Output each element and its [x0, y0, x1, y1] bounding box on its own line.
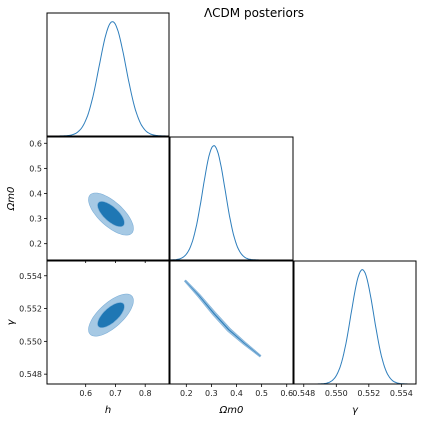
contour-68-h-gamma [97, 302, 125, 329]
x-tick-label: 0.7 [109, 389, 122, 398]
marginal-curve-h [47, 21, 169, 137]
x-axis-label-gamma: γ [352, 405, 359, 416]
x-tick-label: 0.3 [205, 389, 218, 398]
x-tick-label: 0.554 [390, 389, 413, 398]
x-tick-label: 0.6 [79, 389, 92, 398]
panel-h-gamma [46, 260, 170, 385]
contour-68-om-gamma [184, 279, 262, 357]
x-tick-label: 0.552 [357, 389, 380, 398]
y-tick-label: 0.548 [19, 370, 42, 379]
y-tick-label: 0.552 [19, 305, 42, 314]
y-tick-label: 0.3 [29, 215, 42, 224]
panel-h-om [46, 136, 170, 261]
chart-title: ΛCDM posteriors [204, 6, 304, 20]
x-axis-label-h: h [105, 405, 111, 416]
y-axis-label-om: Ωm0 [6, 187, 17, 212]
y-tick-label: 0.550 [19, 337, 42, 346]
y-tick-label: 0.2 [29, 240, 42, 249]
y-tick-label: 0.554 [19, 272, 42, 281]
x-tick-label: 0.548 [292, 389, 315, 398]
y-tick-label: 0.6 [29, 139, 42, 148]
y-axis-label-gamma: γ [6, 318, 17, 325]
panel-diag-om [169, 136, 294, 261]
x-tick-label: 0.4 [230, 389, 243, 398]
x-tick-label: 0.2 [180, 389, 193, 398]
x-tick-label: 0.8 [139, 389, 152, 398]
x-tick-label: 0.6 [280, 389, 293, 398]
x-axis-label-om: Ωm0 [219, 405, 244, 416]
marginal-curve-gamma [294, 269, 416, 385]
panel-diag-gamma [293, 260, 417, 385]
y-tick-label: 0.4 [29, 189, 42, 198]
x-tick-label: 0.550 [325, 389, 348, 398]
panel-om-gamma [169, 260, 294, 385]
x-tick-label: 0.5 [255, 389, 268, 398]
panel-diag-h [46, 12, 170, 137]
contour-68-h-om [97, 201, 125, 227]
contour-95-om-gamma [183, 279, 262, 358]
marginal-curve-om [170, 145, 293, 261]
y-tick-label: 0.5 [29, 164, 42, 173]
